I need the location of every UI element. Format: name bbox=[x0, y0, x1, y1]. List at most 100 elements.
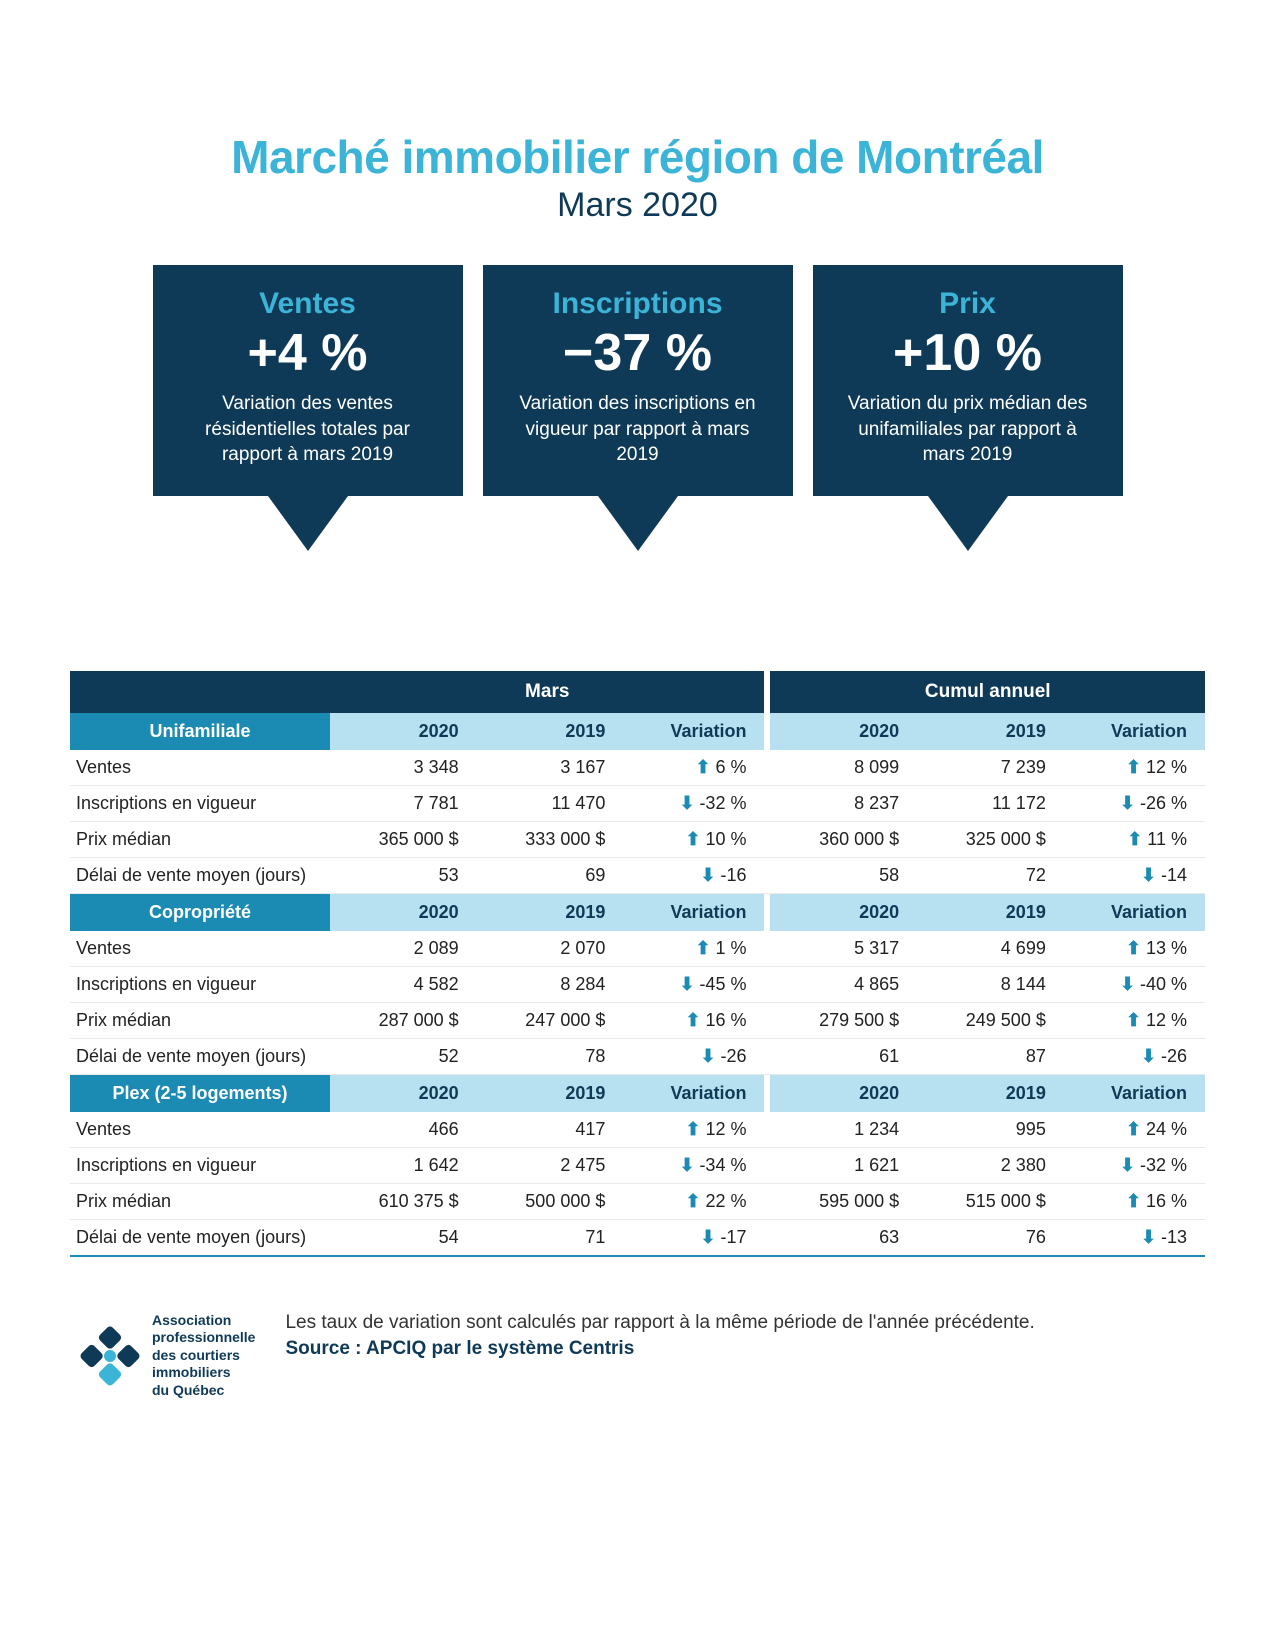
row-label: Prix médian bbox=[70, 821, 330, 857]
col-header: 2020 bbox=[770, 1074, 917, 1112]
arrow-down-icon: ⬇ bbox=[1141, 865, 1155, 886]
section-label: Unifamiliale bbox=[70, 713, 330, 750]
variation-cell: ⬆12 % bbox=[1064, 750, 1205, 786]
arrow-up-icon: ⬆ bbox=[685, 829, 699, 850]
arrow-up-icon: ⬆ bbox=[1127, 829, 1141, 850]
logo-text: Associationprofessionnelledes courtiersi… bbox=[152, 1312, 255, 1400]
row-label: Inscriptions en vigueur bbox=[70, 785, 330, 821]
period-header-mars: Mars bbox=[330, 671, 764, 713]
variation-cell: ⬆6 % bbox=[623, 750, 764, 786]
table-cell: 76 bbox=[917, 1219, 1064, 1256]
card-arrow-icon bbox=[268, 496, 348, 551]
arrow-down-icon: ⬇ bbox=[700, 1227, 714, 1248]
row-label: Prix médian bbox=[70, 1002, 330, 1038]
table-cell: 1 234 bbox=[770, 1112, 917, 1148]
arrow-up-icon: ⬆ bbox=[685, 1010, 699, 1031]
table-cell: 53 bbox=[330, 857, 477, 893]
section-label: Copropriété bbox=[70, 893, 330, 931]
variation-cell: ⬆10 % bbox=[623, 821, 764, 857]
variation-cell: ⬇-34 % bbox=[623, 1147, 764, 1183]
table-cell: 87 bbox=[917, 1038, 1064, 1074]
arrow-down-icon: ⬇ bbox=[1120, 974, 1134, 995]
table-cell: 1 621 bbox=[770, 1147, 917, 1183]
row-label: Inscriptions en vigueur bbox=[70, 966, 330, 1002]
table-cell: 595 000 $ bbox=[770, 1183, 917, 1219]
variation-cell: ⬆16 % bbox=[623, 1002, 764, 1038]
col-header: Variation bbox=[1064, 713, 1205, 750]
arrow-up-icon: ⬆ bbox=[1126, 1119, 1140, 1140]
table-cell: 3 167 bbox=[477, 750, 624, 786]
stat-cards: Ventes +4 % Variation des ventes résiden… bbox=[70, 265, 1205, 551]
arrow-up-icon: ⬆ bbox=[695, 938, 709, 959]
table-cell: 1 642 bbox=[330, 1147, 477, 1183]
arrow-down-icon: ⬇ bbox=[700, 865, 714, 886]
card-prix: Prix +10 % Variation du prix médian des … bbox=[813, 265, 1123, 551]
row-label: Délai de vente moyen (jours) bbox=[70, 1219, 330, 1256]
table-cell: 417 bbox=[477, 1112, 624, 1148]
card-title: Ventes bbox=[177, 287, 439, 321]
table-cell: 325 000 $ bbox=[917, 821, 1064, 857]
table-cell: 610 375 $ bbox=[330, 1183, 477, 1219]
col-header: Variation bbox=[623, 893, 764, 931]
col-header: Variation bbox=[1064, 893, 1205, 931]
card-desc: Variation des inscriptions en vigueur pa… bbox=[507, 391, 769, 468]
row-label: Prix médian bbox=[70, 1183, 330, 1219]
period-header-annuel: Cumul annuel bbox=[770, 671, 1205, 713]
section-label: Plex (2-5 logements) bbox=[70, 1074, 330, 1112]
table-cell: 4 699 bbox=[917, 931, 1064, 967]
page-title: Marché immobilier région de Montréal bbox=[70, 130, 1205, 184]
table-cell: 365 000 $ bbox=[330, 821, 477, 857]
variation-cell: ⬆12 % bbox=[1064, 1002, 1205, 1038]
row-label: Ventes bbox=[70, 931, 330, 967]
card-ventes: Ventes +4 % Variation des ventes résiden… bbox=[153, 265, 463, 551]
arrow-down-icon: ⬇ bbox=[1141, 1227, 1155, 1248]
table-cell: 249 500 $ bbox=[917, 1002, 1064, 1038]
col-header: 2020 bbox=[770, 713, 917, 750]
col-header: Variation bbox=[623, 1074, 764, 1112]
table-cell: 52 bbox=[330, 1038, 477, 1074]
arrow-up-icon: ⬆ bbox=[1126, 938, 1140, 959]
table-cell: 500 000 $ bbox=[477, 1183, 624, 1219]
arrow-down-icon: ⬇ bbox=[1120, 1155, 1134, 1176]
row-label: Délai de vente moyen (jours) bbox=[70, 857, 330, 893]
apciq-logo: Associationprofessionnelledes courtiersi… bbox=[80, 1312, 255, 1400]
logo-icon bbox=[80, 1326, 140, 1386]
footer: Associationprofessionnelledes courtiersi… bbox=[70, 1312, 1205, 1400]
variation-cell: ⬇-17 bbox=[623, 1219, 764, 1256]
arrow-up-icon: ⬆ bbox=[685, 1119, 699, 1140]
col-header: Variation bbox=[1064, 1074, 1205, 1112]
table-cell: 7 781 bbox=[330, 785, 477, 821]
card-value: +4 % bbox=[177, 323, 439, 383]
variation-cell: ⬇-14 bbox=[1064, 857, 1205, 893]
table-cell: 466 bbox=[330, 1112, 477, 1148]
variation-cell: ⬇-32 % bbox=[1064, 1147, 1205, 1183]
table-cell: 7 239 bbox=[917, 750, 1064, 786]
table-cell: 279 500 $ bbox=[770, 1002, 917, 1038]
table-cell: 8 099 bbox=[770, 750, 917, 786]
card-title: Prix bbox=[837, 287, 1099, 321]
table-cell: 360 000 $ bbox=[770, 821, 917, 857]
page-subtitle: Mars 2020 bbox=[70, 186, 1205, 225]
variation-cell: ⬇-13 bbox=[1064, 1219, 1205, 1256]
footer-text-block: Les taux de variation sont calculés par … bbox=[285, 1312, 1034, 1360]
variation-cell: ⬆22 % bbox=[623, 1183, 764, 1219]
variation-cell: ⬆13 % bbox=[1064, 931, 1205, 967]
table-cell: 333 000 $ bbox=[477, 821, 624, 857]
arrow-up-icon: ⬆ bbox=[1126, 757, 1140, 778]
col-header: 2020 bbox=[330, 1074, 477, 1112]
card-title: Inscriptions bbox=[507, 287, 769, 321]
table-cell: 2 070 bbox=[477, 931, 624, 967]
row-label: Ventes bbox=[70, 750, 330, 786]
card-arrow-icon bbox=[598, 496, 678, 551]
table-cell: 995 bbox=[917, 1112, 1064, 1148]
table-cell: 3 348 bbox=[330, 750, 477, 786]
col-header: 2019 bbox=[917, 713, 1064, 750]
card-desc: Variation des ventes résidentielles tota… bbox=[177, 391, 439, 468]
variation-cell: ⬇-45 % bbox=[623, 966, 764, 1002]
table-cell: 4 865 bbox=[770, 966, 917, 1002]
variation-cell: ⬆12 % bbox=[623, 1112, 764, 1148]
arrow-down-icon: ⬇ bbox=[679, 1155, 693, 1176]
footer-note: Les taux de variation sont calculés par … bbox=[285, 1312, 1034, 1334]
row-label: Inscriptions en vigueur bbox=[70, 1147, 330, 1183]
variation-cell: ⬆16 % bbox=[1064, 1183, 1205, 1219]
